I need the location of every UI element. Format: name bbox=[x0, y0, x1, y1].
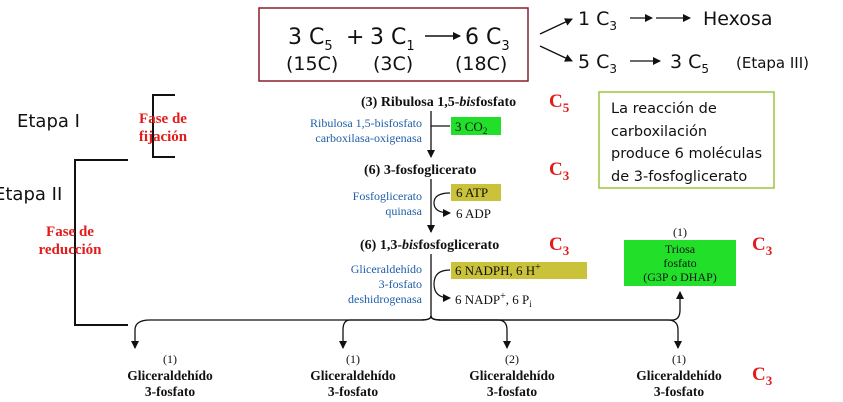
svg-text:5 C3: 5 C3 bbox=[578, 51, 617, 76]
atp-label: 6 ATP bbox=[456, 185, 488, 200]
svg-text:3 C5: 3 C5 bbox=[288, 25, 333, 54]
enzyme-gapdh-line2: 3-fosfato bbox=[379, 277, 422, 291]
note-line1: La reacción de bbox=[611, 101, 717, 117]
svg-text:C3: C3 bbox=[752, 234, 773, 258]
nadph-label: 6 NADPH, 6 H bbox=[455, 263, 535, 278]
nadph-box bbox=[451, 262, 587, 279]
branch-to-product-2 bbox=[339, 315, 432, 349]
svg-text:(1): (1) bbox=[346, 352, 360, 366]
carbon-label-c3-g3p: C bbox=[752, 364, 766, 385]
eq-plus: + bbox=[346, 25, 364, 50]
nadp-label: 6 NADP bbox=[455, 292, 500, 307]
compound-ribulose: (3) Ribulosa 1,5-bisfosfato bbox=[361, 95, 516, 110]
svg-text:Gliceraldehído: Gliceraldehído bbox=[469, 368, 555, 383]
note-box bbox=[598, 91, 775, 189]
atp-adp-curve bbox=[433, 192, 451, 217]
triose-box bbox=[624, 240, 736, 286]
triose-count: (1) bbox=[673, 225, 687, 239]
compound-13bpg: (6) 1,3-bisfosfoglicerato bbox=[360, 238, 499, 253]
svg-text:6 NADPH, 6 H+: 6 NADPH, 6 H+ bbox=[455, 262, 541, 278]
phase-fixation-line2: fijación bbox=[139, 129, 188, 145]
svg-text:1 C3: 1 C3 bbox=[578, 8, 617, 33]
phase-fixation-line1: Fase de bbox=[139, 111, 187, 127]
eq-count2: (3C) bbox=[373, 53, 413, 75]
nadph-plus: + bbox=[535, 262, 541, 273]
phase-reduction-line1: Fase de bbox=[46, 224, 94, 240]
triose-line3: (G3P o DHAP) bbox=[643, 270, 717, 284]
carbon-label-c3-bpg: C bbox=[549, 234, 563, 255]
enzyme-rubisco-line1: Ribulosa 1,5-bisfosfato bbox=[310, 116, 422, 130]
svg-text:Gliceraldehído: Gliceraldehído bbox=[310, 368, 396, 383]
branch-to-product-3 bbox=[430, 315, 511, 349]
enzyme-gapdh-line1: Gliceraldehído bbox=[351, 262, 422, 276]
fixation-bracket bbox=[152, 94, 175, 158]
svg-text:(1): (1) bbox=[672, 352, 686, 366]
phase-reduction-line2: reducción bbox=[38, 242, 102, 258]
outcome-top-end: Hexosa bbox=[703, 8, 772, 30]
carbon-label-c3-triose: C bbox=[752, 234, 766, 255]
enzyme-rubisco-line2: carboxilasa-oxigenasa bbox=[315, 131, 422, 145]
branch-arrow-up bbox=[539, 18, 573, 35]
eq-count1: (15C) bbox=[286, 53, 338, 75]
eq-term1: 3 C bbox=[288, 25, 324, 50]
stage-1-label: Etapa I bbox=[17, 111, 80, 132]
eq-term3: 6 C bbox=[465, 25, 501, 50]
outcome-top-start: 1 C bbox=[578, 8, 609, 30]
note-line2: carboxilación bbox=[611, 124, 707, 140]
note-line3: produce 6 moléculas bbox=[611, 146, 762, 162]
atp-box bbox=[451, 184, 501, 201]
compound-3pg: (6) 3-fosfoglicerato bbox=[364, 163, 476, 178]
product-2: (1) Gliceraldehído 3-fosfato bbox=[310, 352, 396, 399]
eq-count3: (18C) bbox=[455, 53, 507, 75]
enzyme-gapdh-line3: deshidrogenasa bbox=[348, 292, 423, 306]
product-4: (1) Gliceraldehído 3-fosfato bbox=[636, 352, 722, 399]
svg-text:(1): (1) bbox=[163, 352, 177, 366]
product-3: (2) Gliceraldehído 3-fosfato bbox=[469, 352, 555, 399]
svg-text:6 NADP+, 6 Pi: 6 NADP+, 6 Pi bbox=[455, 291, 532, 309]
svg-text:3-fosfato: 3-fosfato bbox=[487, 384, 537, 399]
adp-label: 6 ADP bbox=[456, 206, 491, 221]
note-line4: de 3-fosfoglicerato bbox=[611, 169, 747, 185]
eq-term2: 3 C bbox=[370, 25, 406, 50]
svg-text:3-fosfato: 3-fosfato bbox=[328, 384, 378, 399]
equation-box bbox=[258, 7, 529, 82]
enzyme-pgk-line2: quinasa bbox=[385, 204, 422, 218]
triose-line1: Triosa bbox=[665, 242, 696, 256]
product-1: (1) Gliceraldehído 3-fosfato bbox=[127, 352, 213, 399]
svg-text:C5: C5 bbox=[549, 91, 570, 115]
svg-text:(2): (2) bbox=[505, 352, 519, 366]
branch-arrow-down bbox=[539, 45, 573, 62]
svg-text:C3: C3 bbox=[752, 364, 773, 388]
carbon-label-c3-pg: C bbox=[549, 159, 563, 180]
co2-box bbox=[451, 117, 501, 135]
outcome-bottom-note: (Etapa III) bbox=[736, 54, 809, 72]
enzyme-pgk-line1: Fosfoglicerato bbox=[353, 189, 422, 203]
svg-text:6 C3: 6 C3 bbox=[465, 25, 510, 54]
svg-text:Gliceraldehído: Gliceraldehído bbox=[636, 368, 722, 383]
branch-to-product-1 bbox=[131, 315, 432, 349]
stage-2-label: Etapa II bbox=[0, 184, 62, 205]
co2-label: 3 CO bbox=[455, 119, 483, 134]
nadph-nadp-curve bbox=[433, 269, 451, 302]
branch-to-product-4 bbox=[430, 315, 682, 349]
svg-text:3-fosfato: 3-fosfato bbox=[145, 384, 195, 399]
svg-text:Gliceraldehído: Gliceraldehído bbox=[127, 368, 213, 383]
reduction-bracket bbox=[74, 159, 128, 326]
svg-text:3 C1: 3 C1 bbox=[370, 25, 415, 54]
carbon-label-c5: C bbox=[549, 91, 563, 112]
svg-text:3 CO2: 3 CO2 bbox=[455, 119, 487, 136]
svg-text:3-fosfato: 3-fosfato bbox=[654, 384, 704, 399]
outcome-bottom-start: 5 C bbox=[578, 51, 609, 73]
triose-line2: fosfato bbox=[663, 256, 696, 270]
svg-text:3 C5: 3 C5 bbox=[670, 51, 709, 76]
svg-text:C3: C3 bbox=[549, 159, 570, 183]
branch-to-triose bbox=[430, 291, 684, 321]
svg-text:C3: C3 bbox=[549, 234, 570, 258]
outcome-bottom-end: 3 C bbox=[670, 51, 701, 73]
